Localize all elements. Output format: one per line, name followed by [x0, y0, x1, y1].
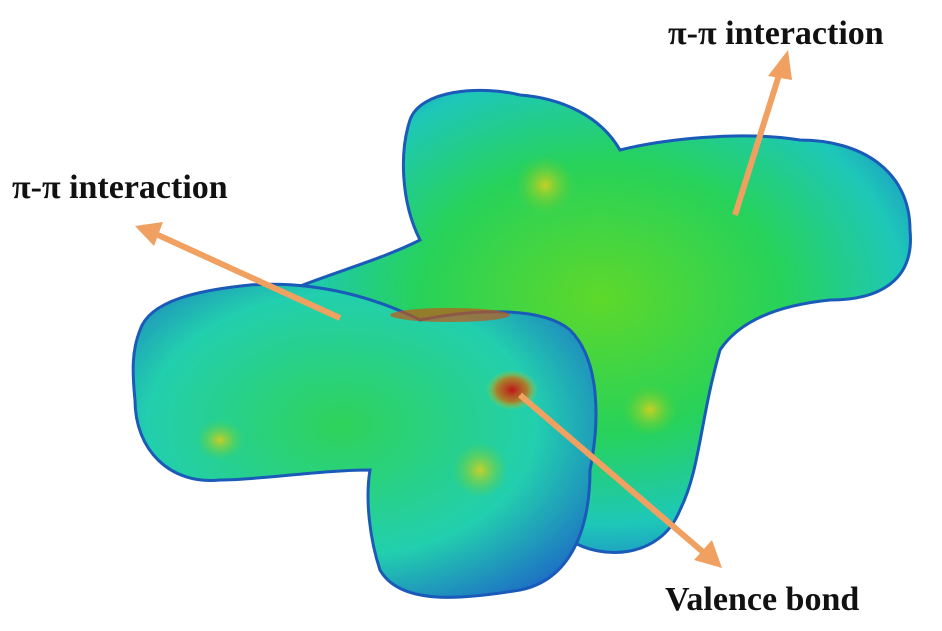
diagram: π-π interaction π-π interaction Valence …: [0, 0, 942, 631]
surface-patch: [515, 155, 575, 215]
annotation-label: π-π interaction: [12, 169, 228, 206]
surface-patch: [622, 384, 678, 436]
surface-patch: [452, 442, 508, 498]
surface-patch: [390, 308, 510, 322]
annotation-label: Valence bond: [665, 581, 859, 618]
page: π-π interaction π-π interaction Valence …: [0, 0, 942, 631]
annotation-label: π-π interaction: [668, 15, 884, 52]
arrow-head: [768, 50, 792, 80]
surface-patch: [196, 420, 244, 460]
